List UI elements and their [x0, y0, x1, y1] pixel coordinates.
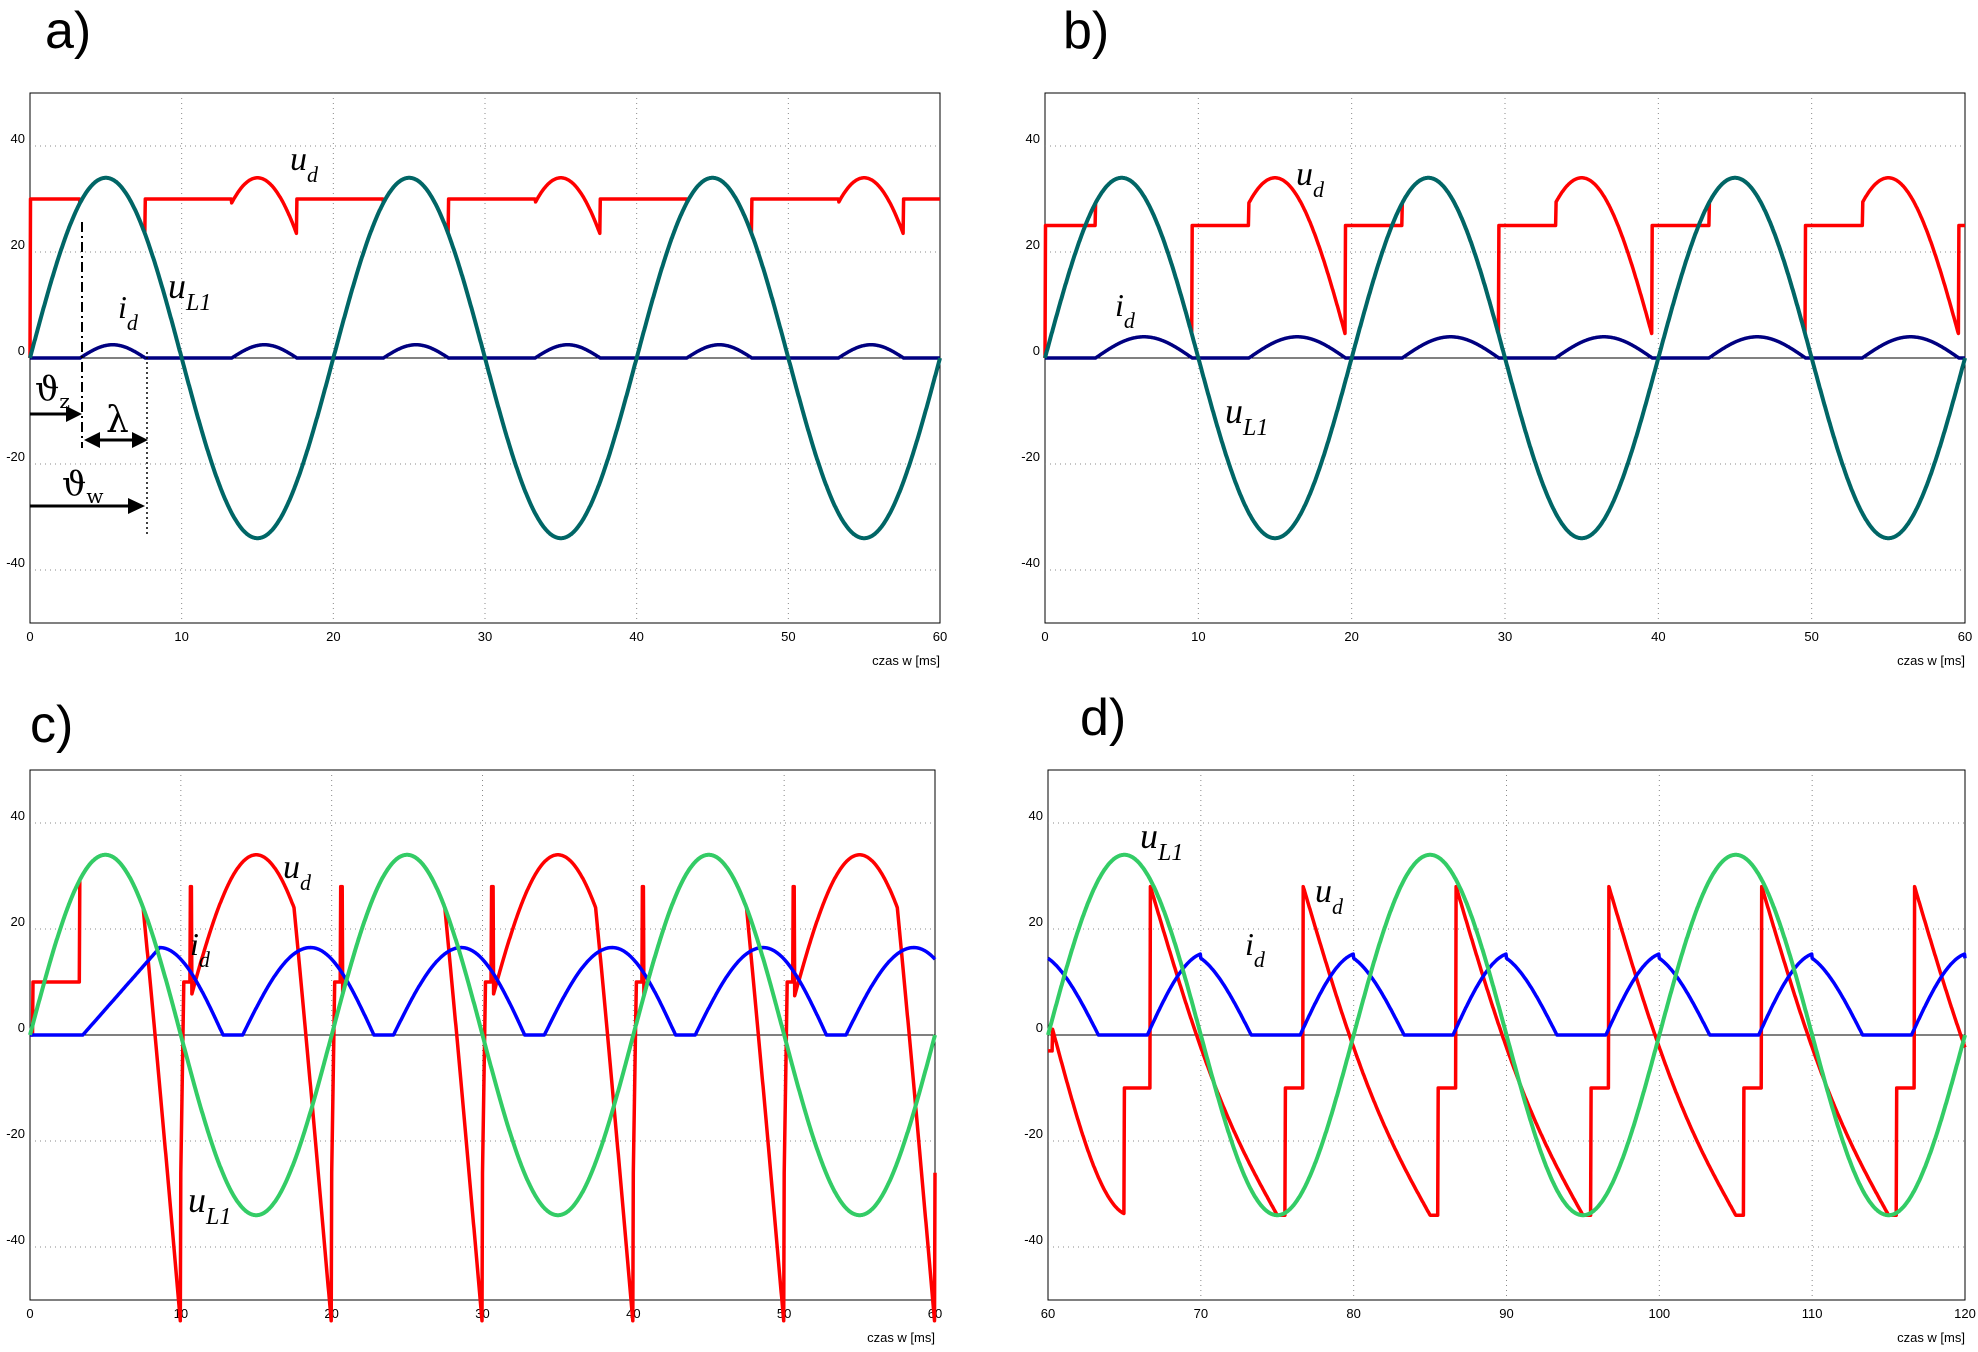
x-tick-label: 120	[1954, 1306, 1976, 1321]
annotations-d: uL1 ud id	[1140, 816, 1344, 972]
x-tick-label: 40	[1651, 629, 1665, 644]
x-tick-label: 10	[174, 629, 188, 644]
y-tick-label: 0	[18, 1020, 25, 1035]
series-u-d	[1046, 884, 1967, 1217]
x-tick-label: 80	[1346, 1306, 1360, 1321]
y-tick-label: 40	[11, 131, 25, 146]
x-tick-label: 20	[326, 629, 340, 644]
lambda-arrowhead-left	[84, 432, 100, 448]
theta-w-arrowhead	[128, 498, 145, 514]
x-tick-label: 50	[1804, 629, 1818, 644]
series-u-l1	[1046, 852, 1967, 1218]
y-tick-label: 20	[11, 237, 25, 252]
label-id-a: id	[118, 289, 139, 335]
x-tick-label: 60	[1958, 629, 1972, 644]
label-ul1-c: uL1	[188, 1180, 231, 1230]
x-tick-label: 70	[1194, 1306, 1208, 1321]
x-tick-label: 60	[1041, 1306, 1055, 1321]
panel-c-letter: c)	[30, 696, 73, 754]
chart-a: -40 -20 0 20 40 0 10 20 30 40 50 60 czas w [ms]	[6, 92, 947, 668]
y-tick-label: 20	[11, 914, 25, 929]
chart-b: -40 -20 0 20 40 0 10 20 30 40 50 60 czas w [ms]	[1021, 92, 1972, 668]
y-tick-label: -40	[6, 555, 25, 570]
series-u-d	[1043, 176, 1967, 359]
y-tick-label: 0	[1033, 343, 1040, 358]
y-tick-label: 40	[1029, 808, 1043, 823]
x-axis-label: czas w [ms]	[867, 1330, 935, 1345]
lambda-arrowhead-right	[132, 432, 148, 448]
series-u-d	[28, 853, 937, 1323]
y-tick-label: 40	[11, 808, 25, 823]
y-tick-label: -20	[1024, 1126, 1043, 1141]
y-tick-label: -20	[6, 1126, 25, 1141]
x-tick-label: 10	[1191, 629, 1205, 644]
chart-d: -40 -20 0 20 40 60 70 80 90 100 110 120 czas w [ms]	[1024, 769, 1976, 1345]
x-tick-label: 20	[1344, 629, 1358, 644]
x-tick-label: 0	[26, 629, 33, 644]
y-tick-label: -20	[1021, 449, 1040, 464]
annotations-b: ud id uL1	[1115, 156, 1325, 441]
x-tick-label: 0	[1041, 629, 1048, 644]
x-axis-label: czas w [ms]	[1897, 1330, 1965, 1345]
x-tick-label: 50	[781, 629, 795, 644]
x-tick-label: 110	[1802, 1306, 1823, 1321]
label-ul1-a: uL1	[168, 266, 211, 316]
label-id-c: id	[190, 926, 211, 972]
x-tick-label: 30	[478, 629, 492, 644]
label-ud-b: ud	[1296, 156, 1325, 202]
panel-b-letter: b)	[1063, 2, 1109, 60]
x-tick-label: 0	[26, 1306, 33, 1321]
x-tick-label: 100	[1648, 1306, 1670, 1321]
label-id-d: id	[1245, 926, 1266, 972]
series-u-d	[28, 176, 942, 359]
y-tick-label: 20	[1029, 914, 1043, 929]
y-tick-label: -40	[6, 1232, 25, 1247]
panel-d-letter: d)	[1080, 689, 1126, 747]
label-lambda: λ	[106, 400, 129, 441]
y-tick-label: 20	[1026, 237, 1040, 252]
series-u-l1	[1043, 175, 1967, 541]
x-tick-label: 40	[629, 629, 643, 644]
label-id-b: id	[1115, 287, 1136, 333]
label-ud-d: ud	[1315, 873, 1344, 919]
label-theta-w: ϑw	[62, 464, 103, 508]
series-i-d	[1046, 952, 1967, 1037]
label-ul1-b: uL1	[1225, 391, 1268, 441]
y-tick-label: -20	[6, 449, 25, 464]
y-tick-label: 0	[18, 343, 25, 358]
label-theta-z: ϑz	[35, 369, 70, 413]
series-u-l1	[28, 175, 942, 541]
y-tick-label: 40	[1026, 131, 1040, 146]
x-tick-label: 60	[933, 629, 947, 644]
x-axis-label: czas w [ms]	[1897, 653, 1965, 668]
series-i-d	[28, 945, 937, 1037]
series-u-l1	[28, 852, 937, 1218]
panel-a-letter: a)	[45, 2, 91, 60]
annotations-c: ud id uL1	[188, 849, 312, 1230]
y-tick-label: -40	[1021, 555, 1040, 570]
annotations-a: ud uL1 id ϑz λ ϑw	[30, 141, 319, 535]
label-ud-c: ud	[283, 849, 312, 895]
label-ul1-d: uL1	[1140, 816, 1183, 866]
x-axis-label: czas w [ms]	[872, 653, 940, 668]
x-tick-label: 90	[1499, 1306, 1513, 1321]
label-ud-a: ud	[290, 141, 319, 187]
theta-z-arrowhead	[66, 406, 82, 422]
y-tick-label: -40	[1024, 1232, 1043, 1247]
y-tick-label: 0	[1036, 1020, 1043, 1035]
x-tick-label: 30	[1498, 629, 1512, 644]
